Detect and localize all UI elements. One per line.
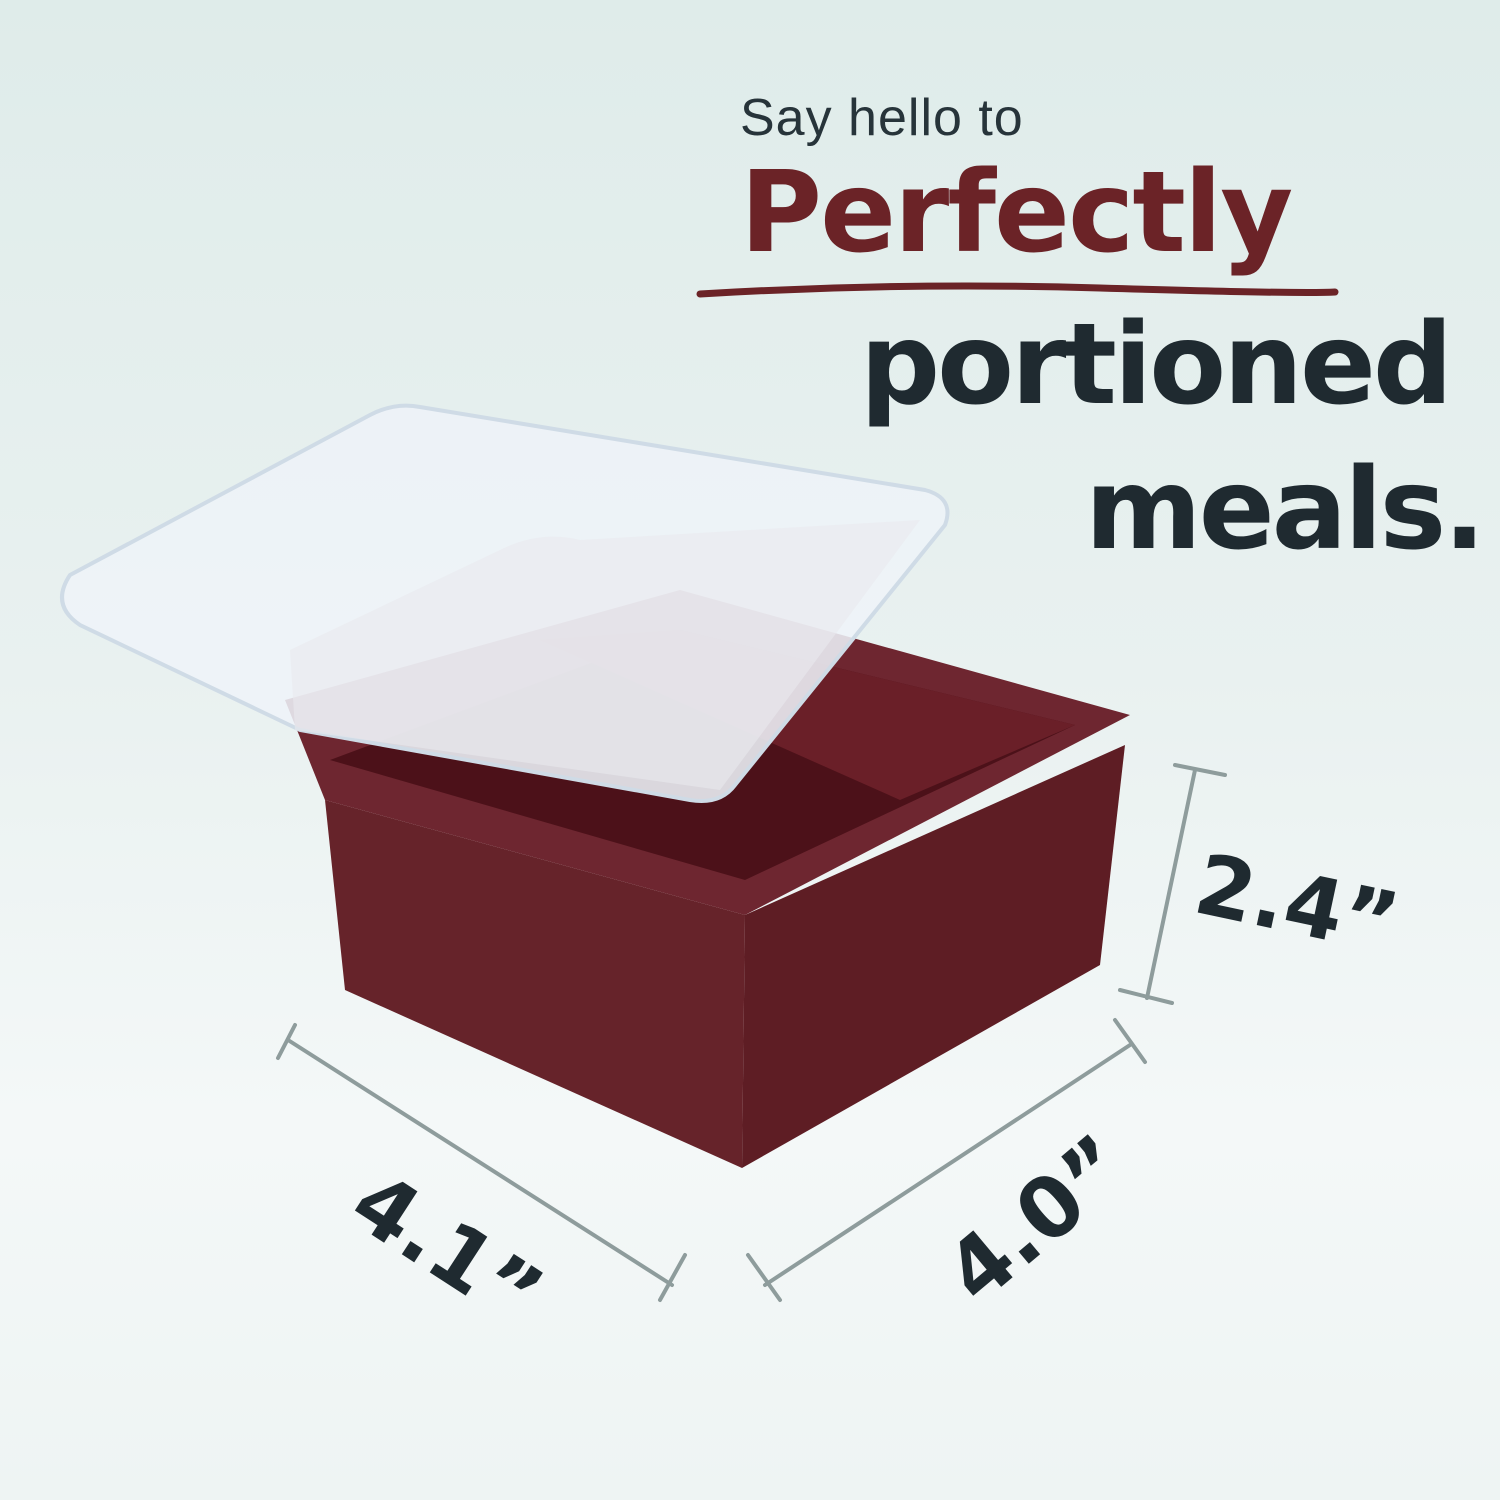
headline-emphasis: Perfectly [740, 148, 1293, 278]
headline-line-2: portioned [860, 300, 1453, 430]
headline-line-3: meals. [1085, 445, 1486, 575]
depth-line [763, 1043, 1132, 1287]
brush-underline [696, 282, 1339, 298]
height-line [1145, 768, 1197, 1000]
dimension-lines [276, 763, 1227, 1302]
intro-text: Say hello to [740, 89, 1024, 147]
width-line [286, 1038, 674, 1287]
container-lid [60, 403, 950, 803]
